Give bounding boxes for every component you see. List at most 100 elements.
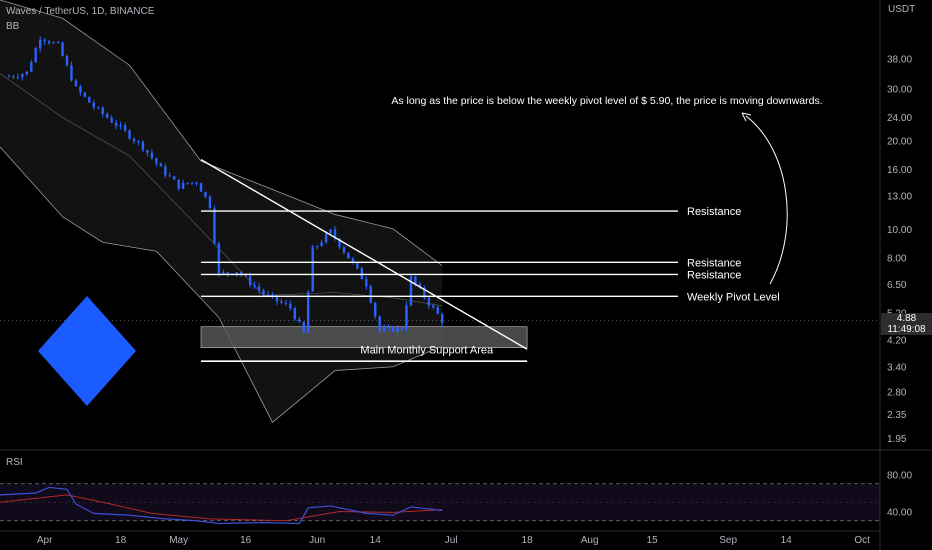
candle-body [128,130,131,139]
candle-body [155,158,158,164]
candle-body [405,305,408,330]
descending-trendline [200,159,528,350]
price-tick-label: 2.35 [887,410,907,421]
candle-body [195,182,198,184]
time-tick-label: 16 [240,535,252,546]
candle-body [271,294,274,296]
candle-body [307,291,310,333]
rsi-tick-label: 40.00 [887,508,912,519]
candle-body [226,272,230,274]
rsi-ma-line [0,494,443,522]
price-tick-label: 2.80 [887,388,907,399]
candle-body [248,276,252,285]
candle-body [101,107,104,114]
candle-body [244,275,247,277]
candle-body [418,283,422,288]
annotation-arrow [745,115,788,285]
candle-body [217,243,221,273]
candle-body [360,268,364,280]
price-tick-label: 3.40 [887,363,907,374]
candle-body [333,229,337,239]
candle-body [181,182,185,189]
axis-unit-label: USDT [888,4,916,15]
candle-body [159,163,163,167]
candle-body [190,182,194,184]
candle-body [320,242,323,246]
candle-body [351,258,355,263]
symbol-title: Waves / TetherUS, 1D, BINANCE [6,6,155,17]
time-tick-label: 14 [781,535,793,546]
candle-body [21,74,24,78]
time-tick-label: Jun [309,535,325,546]
price-tick-label: 1.95 [887,434,907,445]
candle-body [12,76,15,78]
candle-body [298,319,301,322]
candle-body [83,92,87,97]
candle-body [70,65,73,81]
candle-body [7,76,11,78]
waves-logo-icon [38,296,136,406]
candle-body [177,179,180,189]
time-tick-label: 14 [370,535,382,546]
candle-body [262,290,265,295]
candle-body [382,327,386,331]
candle-body [150,152,154,159]
candle-body [213,208,216,244]
rsi-tick-label: 80.00 [887,471,912,482]
candle-body [324,233,328,243]
bb-indicator-label: BB [6,21,20,32]
candle-body [39,39,42,49]
candle-body [30,62,33,72]
candle-body [329,229,332,234]
candle-body [432,305,435,308]
candle-body [173,176,176,180]
bollinger-lower-line [0,146,443,423]
candle-body [235,272,238,275]
candle-body [293,307,297,320]
time-tick-label: Oct [854,535,870,546]
time-tick-label: Aug [581,535,599,546]
bollinger-upper-line [0,0,443,266]
candle-body [88,96,91,103]
price-tick-label: 8.00 [887,253,907,264]
candle-body [92,102,96,108]
candle-body [168,175,171,177]
candle-body [289,303,292,308]
candles [7,36,444,336]
candle-body [119,125,122,127]
price-tick-label: 38.00 [887,54,912,65]
price-tick-label: 4.20 [887,336,907,347]
annotation-text: As long as the price is below the weekly… [391,95,822,107]
time-tick-label: 18 [522,535,534,546]
candle-body [436,307,439,315]
rsi-line [0,486,443,525]
candle-body [146,150,149,153]
candle-body [79,86,82,93]
price-tick-label: 20.00 [887,136,912,147]
support-zone [200,326,528,348]
candle-body [52,42,55,44]
candle-body [208,196,212,209]
candle-body [56,42,60,44]
candle-body [141,141,145,151]
candle-body [414,276,417,284]
candle-body [347,252,350,259]
candle-body [110,117,113,123]
annotation-arrowhead [741,112,752,122]
candle-body [61,42,64,57]
price-tick-label: 30.00 [887,85,912,96]
candle-body [123,125,127,131]
candle-body [43,39,46,42]
candle-body [365,279,368,287]
candle-body [284,302,288,304]
time-tick-label: 15 [647,535,659,546]
candle-body [441,314,444,323]
level-label-2: Resistance [687,269,741,281]
candle-body [199,183,203,192]
candle-body [342,247,346,253]
time-tick-label: Sep [719,535,737,546]
candle-body [222,272,225,274]
time-tick-label: May [169,535,188,546]
candle-body [16,77,20,79]
